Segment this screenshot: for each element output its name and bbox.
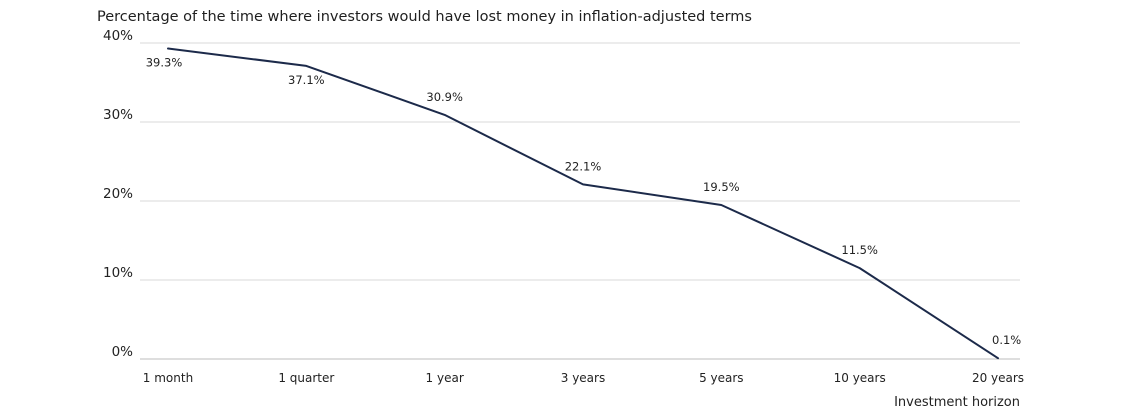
y-tick-label: 10%	[103, 265, 133, 281]
x-tick-label: 1 month	[143, 371, 193, 385]
data-label: 39.3%	[146, 56, 183, 70]
x-tick-label: 10 years	[834, 371, 886, 385]
y-axis-tick-labels: 0% 10% 20% 30% 40%	[103, 28, 133, 360]
x-axis-tick-labels: 1 month 1 quarter 1 year 3 years 5 years 10 y…	[143, 371, 1024, 385]
y-tick-label: 30%	[103, 107, 133, 123]
data-label: 22.1%	[565, 159, 602, 173]
x-tick-label: 5 years	[699, 371, 743, 385]
data-labels: 39.3% 37.1% 30.9% 22.1% 19.5% 11.5% 0.1%	[146, 56, 1022, 348]
data-label: 19.5%	[703, 180, 740, 194]
x-tick-label: 1 year	[426, 371, 464, 385]
data-label: 0.1%	[992, 333, 1021, 347]
x-tick-label: 1 quarter	[278, 371, 334, 385]
gridlines	[140, 42, 1020, 360]
y-tick-label: 20%	[103, 186, 133, 202]
x-tick-label: 3 years	[561, 371, 605, 385]
data-label: 11.5%	[841, 243, 878, 257]
data-label: 30.9%	[426, 90, 463, 104]
series-line	[167, 47, 999, 360]
y-tick-label: 40%	[103, 28, 133, 44]
chart-title: Percentage of the time where investors w…	[97, 9, 752, 25]
y-tick-label: 0%	[112, 344, 134, 360]
x-tick-label: 20 years	[972, 371, 1024, 385]
x-axis-label: Investment horizon	[894, 395, 1020, 410]
data-label: 37.1%	[288, 73, 325, 87]
